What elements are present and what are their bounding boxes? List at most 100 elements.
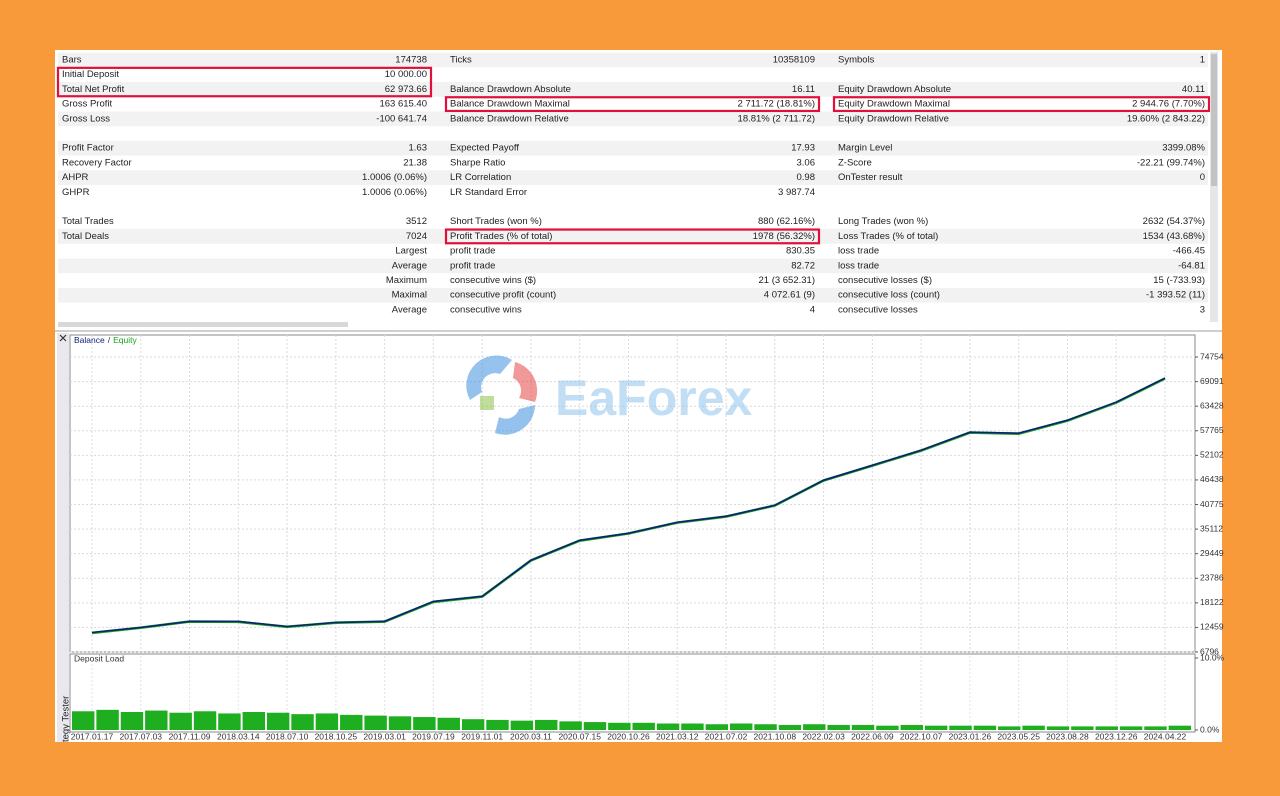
cell-label: Margin Level xyxy=(838,143,892,154)
bar xyxy=(876,725,899,730)
side-tab-strip[interactable] xyxy=(57,333,69,742)
y-tick-label: 35112 xyxy=(1200,523,1223,533)
bar xyxy=(193,711,217,730)
cell-value: 2632 (54.37%) xyxy=(1143,216,1205,227)
row-bg xyxy=(58,170,1208,185)
y-tick-label: 74754 xyxy=(1200,351,1224,361)
x-tick-label: 2024.04.22 xyxy=(1144,731,1187,741)
cell-value: 2 944.76 (7.70%) xyxy=(1132,99,1205,110)
side-tab[interactable]: tegy Tester xyxy=(61,696,72,742)
row-bg xyxy=(58,258,1208,274)
cell-value: 21 (3 652.31) xyxy=(758,275,815,286)
highlight-box xyxy=(832,96,1211,113)
bar xyxy=(413,717,436,730)
cell-label: Balance Drawdown Relative xyxy=(450,113,569,124)
plot-frame xyxy=(69,334,1196,653)
cell-value: 4 xyxy=(810,304,815,315)
y-tick-label: 63428 xyxy=(1200,400,1224,410)
bar xyxy=(632,722,655,730)
cell-label: loss trade xyxy=(838,260,879,271)
bar xyxy=(291,714,314,730)
cell-label: LR Correlation xyxy=(450,172,511,183)
cell-label: OnTester result xyxy=(838,172,903,183)
cell-value: 163 615.40 xyxy=(379,99,427,110)
x-tick-label: 2019.03.01 xyxy=(363,731,406,741)
y-tick-label: 18122 xyxy=(1200,597,1224,607)
cell-value: -22.21 (99.74%) xyxy=(1137,157,1205,168)
cell-value: 3 xyxy=(1200,304,1205,315)
x-tick-label: 2023.08.28 xyxy=(1046,731,1089,741)
bar xyxy=(681,723,704,730)
cell-value: Average xyxy=(392,260,427,271)
x-tick-label: 2021.03.12 xyxy=(656,731,699,741)
cell-label: Ticks xyxy=(450,55,472,66)
cell-label: consecutive wins xyxy=(450,304,522,315)
bar xyxy=(340,714,363,730)
cell-value: 10358109 xyxy=(773,55,815,66)
highlight-box xyxy=(444,228,821,245)
x-tick-label: 2023.12.26 xyxy=(1095,731,1138,741)
legend-entry: Balance xyxy=(74,335,105,345)
bar xyxy=(266,712,290,730)
bar xyxy=(559,721,582,730)
cell-label: Loss Trades (% of total) xyxy=(838,231,938,242)
bar xyxy=(998,726,1021,730)
bar xyxy=(388,716,412,730)
cell-value: 82.72 xyxy=(791,260,815,271)
cell-label: consecutive wins ($) xyxy=(450,275,536,286)
highlight-box xyxy=(56,66,433,98)
scrollbar[interactable] xyxy=(1210,52,1218,322)
bar xyxy=(803,724,826,730)
cell-value: 1.63 xyxy=(409,143,428,154)
y-tick-label: 57765 xyxy=(1200,425,1224,435)
cell-value: 3 987.74 xyxy=(778,187,815,198)
cell-value: -100 641.74 xyxy=(376,113,427,124)
x-tick-label: 2018.03.14 xyxy=(217,731,260,741)
cell-value: 15 (-733.93) xyxy=(1153,275,1205,286)
cell-label: Profit Factor xyxy=(62,143,114,154)
x-tick-label: 2021.10.08 xyxy=(754,731,797,741)
row-bg xyxy=(58,111,1208,127)
cell-label: LR Standard Error xyxy=(450,187,527,198)
cell-value: -466.45 xyxy=(1173,246,1205,257)
bar xyxy=(1119,726,1143,730)
cell-label: Gross Loss xyxy=(62,113,110,124)
scroll-thumb[interactable] xyxy=(1211,54,1217,186)
legend-separator: / xyxy=(108,335,111,345)
cell-value: 3512 xyxy=(406,216,427,227)
bar xyxy=(1095,726,1118,730)
y-tick-label: 46438 xyxy=(1200,474,1224,484)
x-tick-label: 2017.01.17 xyxy=(71,731,114,741)
cell-value: 1978 (56.32%) xyxy=(753,231,815,242)
cell-label: Initial Deposit xyxy=(62,69,119,80)
bar xyxy=(535,719,558,730)
close-icon[interactable] xyxy=(59,334,67,342)
cell-value: 830.35 xyxy=(786,246,815,257)
cell-label: Equity Drawdown Maximal xyxy=(838,99,950,110)
cell-value: 3399.08% xyxy=(1162,143,1205,154)
bar xyxy=(754,724,777,730)
cell-value: 21.38 xyxy=(403,157,427,168)
cell-value: 17.93 xyxy=(791,143,815,154)
cell-value: 2 711.72 (18.81%) xyxy=(738,99,815,110)
y-tick-label: 6796 xyxy=(1200,646,1219,656)
y-tick-label: 12459 xyxy=(1200,622,1224,632)
cell-value: 1.0006 (0.06%) xyxy=(362,187,427,198)
bar xyxy=(705,724,729,730)
bar xyxy=(583,722,607,730)
bar xyxy=(461,719,485,730)
y-tick-label: 69091 xyxy=(1200,376,1224,386)
cell-label: loss trade xyxy=(838,246,879,257)
cell-value: 0 xyxy=(1200,172,1205,183)
x-tick-label: 2018.10.25 xyxy=(315,731,358,741)
report-table: Bars 174738 Ticks 10358109 Symbols 1 Initial D… xyxy=(56,52,1211,315)
bar xyxy=(1046,726,1070,730)
bar xyxy=(96,709,119,730)
watermark: EaForex xyxy=(555,370,753,426)
cell-value: Average xyxy=(392,304,427,315)
bar xyxy=(900,724,923,730)
h-scrollbar[interactable] xyxy=(58,322,348,327)
bar xyxy=(486,719,509,730)
cell-label: profit trade xyxy=(450,246,495,257)
bar xyxy=(778,724,802,730)
